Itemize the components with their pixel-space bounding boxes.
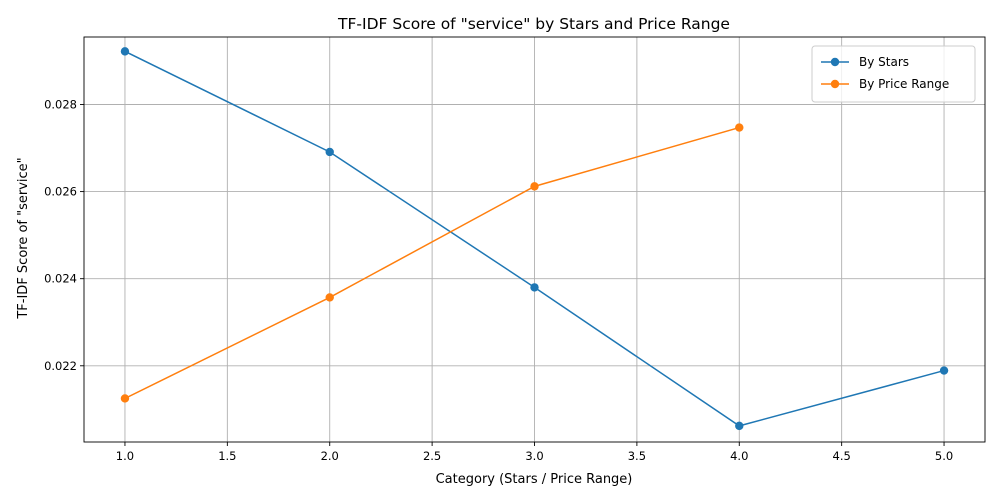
x-tick-label: 2.5 — [423, 449, 441, 463]
data-point — [325, 147, 334, 157]
legend-swatch-marker — [830, 79, 840, 89]
legend-item: By Stars — [821, 55, 909, 69]
data-point — [939, 366, 949, 375]
legend-swatch-marker — [830, 57, 840, 67]
data-point — [530, 182, 539, 191]
legend-label: By Stars — [859, 55, 909, 69]
chart-title: TF-IDF Score of "service" by Stars and P… — [337, 15, 730, 33]
x-tick-label: 2.0 — [321, 449, 339, 463]
y-axis-label: TF-IDF Score of "service" — [16, 157, 31, 319]
series-line — [124, 126, 740, 400]
data-point — [735, 123, 744, 132]
data-point — [120, 47, 130, 56]
axes: 1.0 1.5 2.0 2.5 3.0 3.5 4.0 4.5 5.0 0.022 0.024 0.0… — [44, 36, 986, 463]
legend-box — [811, 45, 976, 103]
x-tick-label: 1.5 — [218, 449, 236, 463]
legend-label: By Price Range — [859, 77, 949, 91]
x-tick-label: 1.0 — [116, 449, 134, 463]
plot-frame — [83, 36, 986, 443]
y-tick-label: 0.024 — [44, 272, 77, 286]
data-point — [735, 421, 744, 431]
x-axis-label: Category (Stars / Price Range) — [436, 472, 633, 487]
series-2 — [120, 123, 744, 403]
x-tick-label: 3.0 — [525, 449, 543, 463]
x-tick-label: 4.5 — [833, 449, 851, 463]
data-point — [325, 293, 334, 302]
series-1 — [120, 47, 949, 431]
y-tick-label: 0.026 — [44, 185, 77, 199]
legend-item: By Price Range — [821, 77, 949, 91]
y-tick-label: 0.028 — [44, 98, 77, 112]
legend: By Stars By Price Range — [811, 45, 976, 103]
grid-lines — [84, 37, 985, 442]
y-tick-label: 0.022 — [44, 359, 77, 373]
x-tick-label: 4.0 — [730, 449, 748, 463]
data-point — [120, 394, 130, 403]
data-point — [530, 283, 539, 292]
x-tick-label: 5.0 — [935, 449, 953, 463]
x-tick-label: 3.5 — [628, 449, 646, 463]
series-lines — [120, 47, 949, 431]
